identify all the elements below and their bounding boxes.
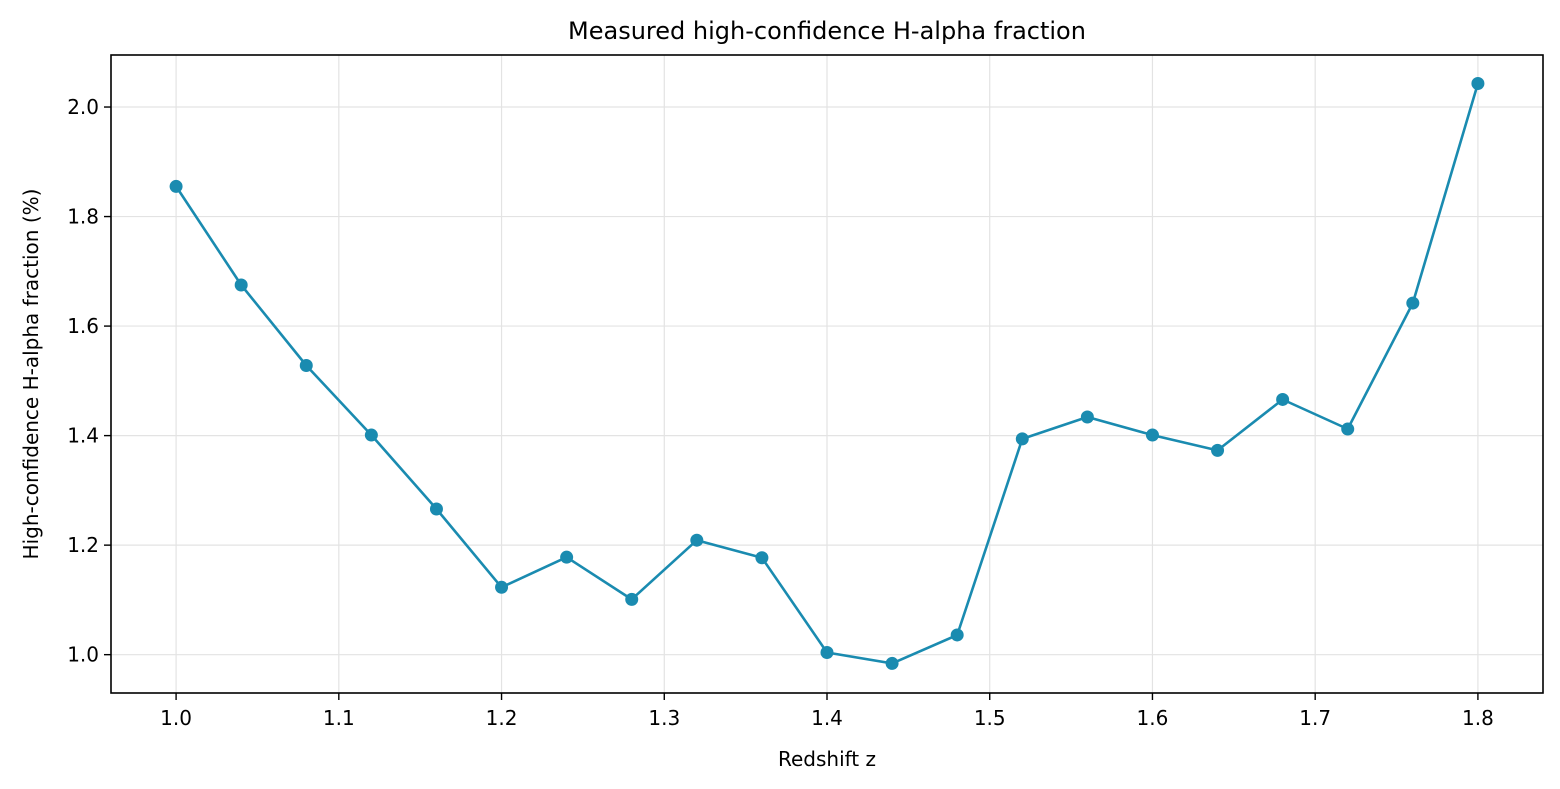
x-tick-label: 1.7 — [1299, 706, 1331, 730]
data-point — [1276, 392, 1290, 406]
data-point — [560, 550, 574, 564]
data-point — [234, 278, 248, 292]
y-tick-label: 1.6 — [67, 314, 99, 338]
data-point — [690, 533, 704, 547]
y-tick-label: 1.2 — [67, 533, 99, 557]
grid — [111, 55, 1543, 693]
data-point — [1471, 76, 1485, 90]
y-tick-label: 1.4 — [67, 424, 99, 448]
x-tick-label: 1.8 — [1462, 706, 1494, 730]
x-tick-label: 1.5 — [974, 706, 1006, 730]
x-tick-label: 1.3 — [648, 706, 680, 730]
y-tick-label: 1.0 — [67, 643, 99, 667]
y-tick-label: 1.8 — [67, 205, 99, 229]
data-point — [169, 179, 183, 193]
data-point — [1406, 296, 1420, 310]
data-point — [950, 628, 964, 642]
y-tick-label: 2.0 — [67, 95, 99, 119]
data-point — [1015, 432, 1029, 446]
x-tick-label: 1.0 — [160, 706, 192, 730]
data-point — [755, 551, 769, 565]
x-tick-label: 1.4 — [811, 706, 843, 730]
chart-title: Measured high-confidence H-alpha fractio… — [568, 17, 1086, 45]
data-point — [364, 428, 378, 442]
data-point — [1341, 422, 1355, 436]
series-layer — [169, 76, 1485, 670]
data-point — [299, 359, 313, 373]
y-axis-ticks: 1.0 1.2 1.4 1.6 1.8 2.0 — [67, 95, 111, 667]
data-point — [429, 502, 443, 516]
plot-frame — [110, 54, 1544, 694]
data-point — [820, 645, 834, 659]
x-tick-label: 1.1 — [323, 706, 355, 730]
data-point — [1211, 443, 1225, 457]
x-tick-label: 1.6 — [1137, 706, 1169, 730]
y-axis-label: High-confidence H-alpha fraction (%) — [19, 189, 43, 560]
x-axis-ticks: 1.0 1.1 1.2 1.3 1.4 1.5 1.6 1.7 1.8 — [160, 693, 1494, 730]
data-point — [625, 592, 639, 606]
x-tick-label: 1.2 — [486, 706, 518, 730]
data-point — [1080, 410, 1094, 424]
x-axis-label: Redshift z — [778, 747, 876, 771]
data-point — [495, 580, 509, 594]
data-point — [885, 656, 899, 670]
data-point — [1145, 428, 1159, 442]
